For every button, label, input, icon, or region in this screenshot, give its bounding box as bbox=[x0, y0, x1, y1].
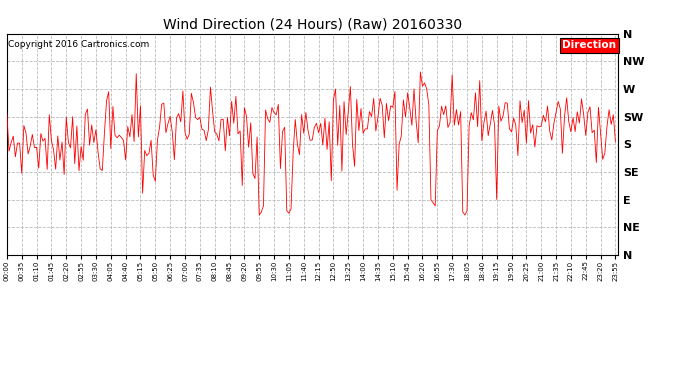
Text: Direction: Direction bbox=[562, 40, 616, 50]
Title: Wind Direction (24 Hours) (Raw) 20160330: Wind Direction (24 Hours) (Raw) 20160330 bbox=[163, 17, 462, 31]
Text: Copyright 2016 Cartronics.com: Copyright 2016 Cartronics.com bbox=[8, 40, 149, 50]
